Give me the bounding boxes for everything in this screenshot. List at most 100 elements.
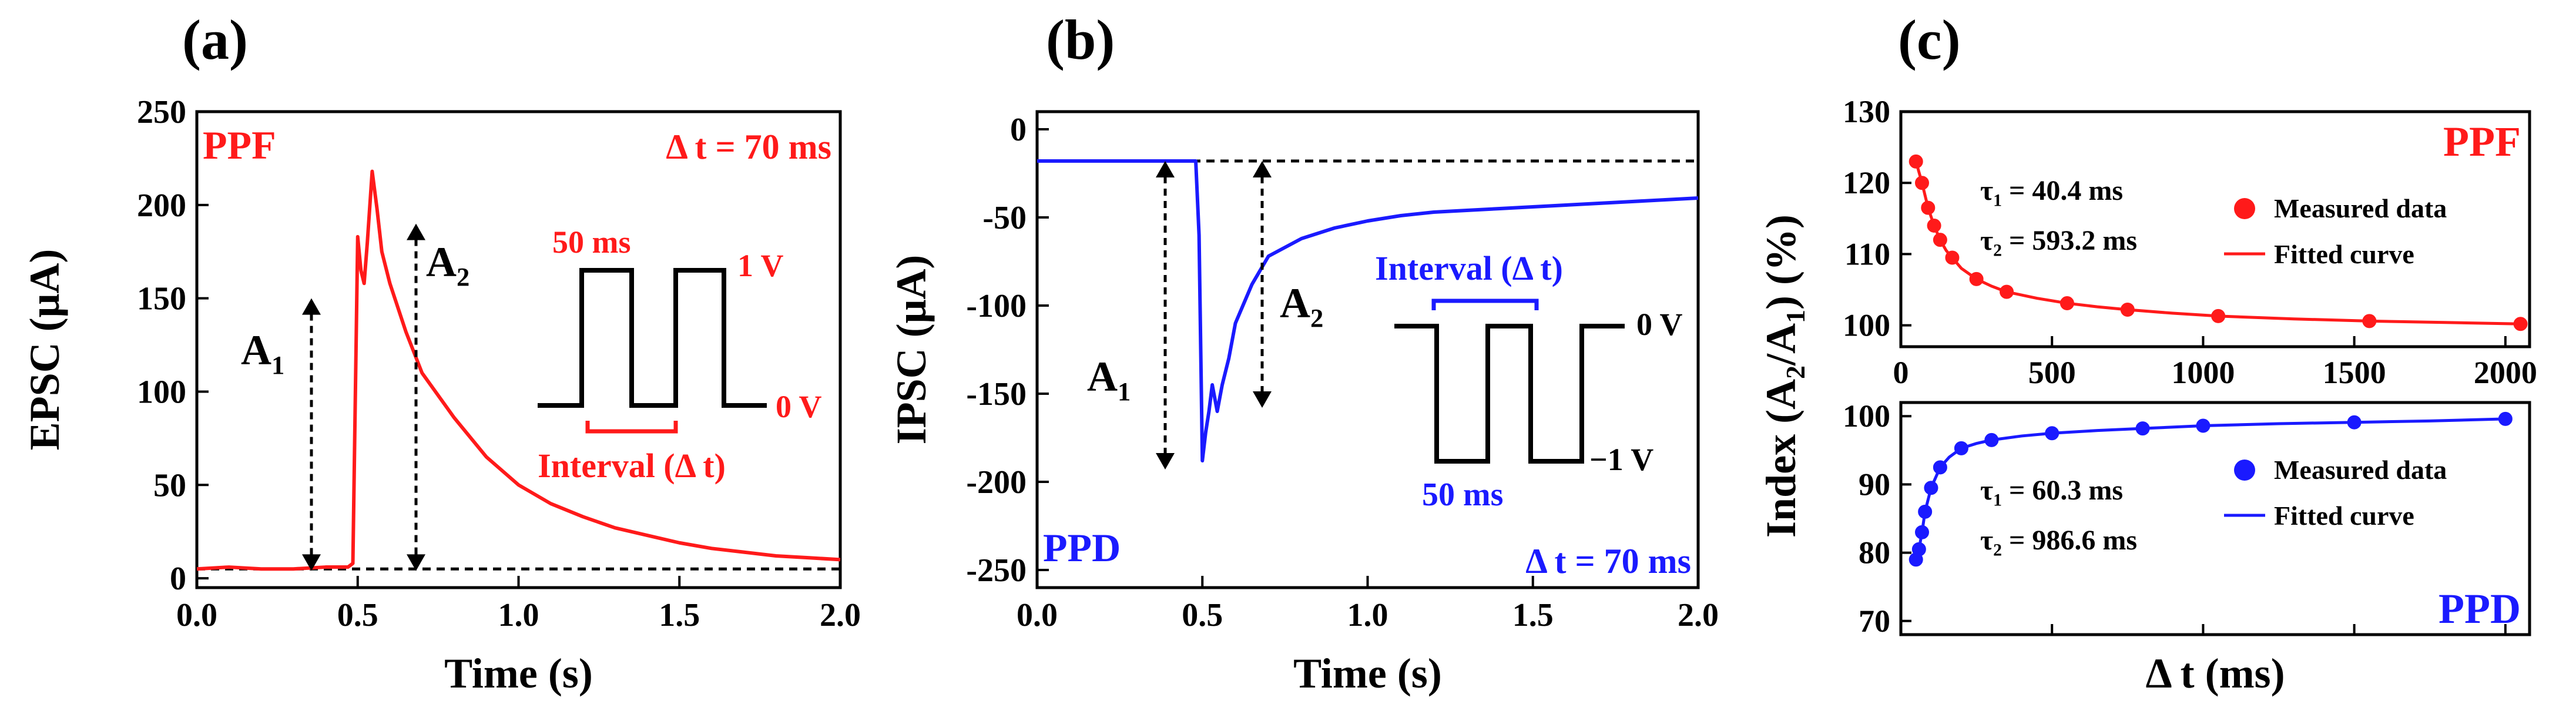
panel-a-a2-arrow-head-bottom [407,554,425,571]
panel-c-ppf-point [2120,302,2135,317]
panel-a-a2-label-main: A [426,239,457,286]
panel-c-ppf-point [2513,317,2528,331]
panel-c-ppd-tau2-main: τ [1980,525,1993,556]
panel-c-ppd-point [2498,411,2513,426]
panel-b-xlabel: Time (s) [1293,650,1442,697]
panel-c-ppd-point [1924,481,1938,495]
panel-c-ppf-point [1933,233,1947,247]
panel-a-a2-arrow-head-top [407,223,425,240]
panel-a-ytick-label: 50 [153,467,186,504]
panel-c-ppd-tau1-sub: 1 [1993,491,2002,510]
panel-a-delta-label: Δ t = 70 ms [666,128,831,166]
panel-c-xlabel: Δ t (ms) [2145,650,2285,697]
panel-c-ppf-point [2060,296,2074,311]
panel-a-a1-label-main: A [241,327,271,374]
panel-c-ppd-tau2-sub: 2 [1993,541,2002,560]
panel-c-ppf-tau1-sub: 1 [1993,191,2002,210]
panel-b-interval-bracket [1431,299,1539,310]
panel-c-xtick-label: 1500 [2323,355,2386,390]
panel-a-pulse-train [538,268,767,408]
panel-c-ppd-point [2347,415,2362,430]
panel-c-xtick-label: 0 [1893,355,1909,390]
panel-a-xtick-label: 1.5 [659,597,700,633]
panel-c-ppd-tau2: τ2 = 986.6 ms [1980,525,2137,560]
panel-a-a1-label: A1 [241,327,284,380]
panel-a-ytick-label: 200 [137,187,186,224]
panel-a-ytick-label: 150 [137,281,186,317]
panel-c-ppf-point [1969,271,1984,286]
panel-c-ppf-point [1921,200,1936,215]
panel-a-ytick-label: 100 [137,374,186,410]
panel-a-a2-label: A2 [426,239,469,291]
panel-c-ppd-ytick-label: 100 [1843,398,1890,434]
panel-b-ytick-label: -150 [966,376,1027,413]
panel-c-ppf-point [1945,250,1960,265]
panel-c-ppf-legend-marker [2234,198,2255,219]
panel-b-xtick-label: 0.5 [1182,597,1223,633]
panel-b-high-level-label: 0 V [1636,307,1683,342]
panel-b-delta-label: Δ t = 70 ms [1525,542,1691,581]
panel-b-xtick-label: 1.0 [1347,597,1388,633]
panel-a-interval-label: Interval (Δ t) [538,447,726,485]
panel-c-ppd-point [1954,441,1968,455]
panel-a-ppf-label: PPF [203,123,276,167]
panel-c-ppf-tau1: τ1 = 40.4 ms [1980,175,2123,210]
panel-c-ppd-legend-measured: Measured data [2274,455,2447,485]
panel-b-a1-label-sub: 1 [1118,377,1131,406]
panel-c-ppd-point [1911,542,1926,556]
panel-c-ppf-frame [1899,110,2531,348]
panel-b-a2-label: A2 [1280,280,1323,333]
panel-b-ppd-label: PPD [1043,525,1121,570]
panel-c-ylabel-part: /A [1757,323,1804,366]
panel-b-frame [1035,110,1700,589]
panel-c-ylabel-part: 2 [1780,365,1810,379]
panel-c-ppf-tau1-main: τ [1980,175,1993,206]
panel-c-ppd-point [2045,426,2060,441]
panel-c-ylabel-part: Index (A [1757,379,1804,538]
panel-c-ppf-point [2211,308,2226,323]
panel-c-ylabel-part: 1 [1780,310,1810,323]
panel-b-xtick-label: 2.0 [1678,597,1719,633]
panel-b-a1-label: A1 [1087,353,1131,406]
panel-b-ylabel: IPSC (μA) [888,255,935,445]
panel-b-xtick-label: 1.5 [1512,597,1554,633]
panel-c-ppd-ytick-label: 80 [1859,535,1890,571]
panel-a-frame [195,110,842,589]
panel-c-ppd-point [1918,504,1933,519]
panel-b-pulse-width-label: 50 ms [1422,477,1503,513]
panel-c-ppf-tau2-main: τ [1980,225,1993,256]
panel-c-ppd-point [2135,421,2150,436]
panel-c-ppd-ytick-label: 70 [1859,603,1890,639]
panel-a-label: (a) [182,8,248,71]
panel-a-high-level-label: 1 V [737,248,784,283]
panel-c-ppf-legend-fitted: Fitted curve [2274,239,2414,269]
panel-a-low-level-label: 0 V [776,389,822,424]
panel-b-a1-label-main: A [1087,353,1118,400]
panel-b-a2-arrow-head-bottom [1253,391,1272,408]
panel-a-xtick-label: 0.0 [176,597,217,633]
panel-c-ppd-point [1933,460,1947,475]
panel-b-interval-label: Interval (Δ t) [1375,249,1563,287]
panel-b-ytick-label: -50 [982,200,1027,236]
panel-c-ppf-ytick-label: 110 [1844,236,1890,271]
panel-b-a1-arrow-head-bottom [1156,453,1175,470]
panel-a-interval-bracket [585,421,678,434]
panel-b-a2-label-main: A [1280,280,1310,327]
panel-b-a2-label-sub: 2 [1310,303,1323,333]
panel-c-ppf-ytick-label: 120 [1843,165,1890,200]
panel-a-xlabel: Time (s) [444,650,593,697]
panel-c-ppd-corner-label: PPD [2439,585,2521,632]
panel-a-a1-arrow-head-top [302,298,321,315]
panel-a-a1-label-sub: 1 [271,350,284,380]
panel-c-ppf-ytick-label: 100 [1843,308,1890,343]
panel-c-ppd-tau1-main: τ [1980,475,1993,506]
panel-c-ppd-point [1915,525,1930,539]
panel-c-xtick-label: 2000 [2474,355,2537,390]
panel-c-ppd-point [2196,418,2211,433]
panel-a-pulse-width-label: 50 ms [552,224,631,260]
panel-c-ppf-point [1915,176,1930,190]
panel-b-low-level-label: −1 V [1589,442,1653,477]
panel-c-ppd-legend-marker [2234,460,2255,481]
panel-c-ppd-ytick-label: 90 [1859,467,1890,502]
